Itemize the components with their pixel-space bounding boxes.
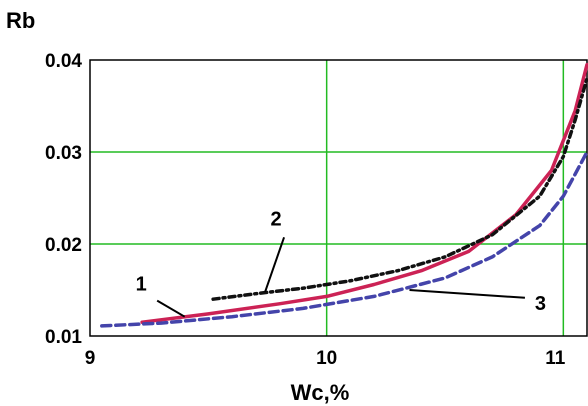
y-tick-label-2: 0.03 [45, 143, 82, 164]
annotation-leader-1 [156, 299, 186, 318]
plot-frame [89, 59, 588, 337]
x-axis-label: Wc,% [291, 380, 350, 405]
y-tick-label-0: 0.01 [45, 327, 82, 348]
annotation-leader-3 [409, 289, 526, 299]
y-axis-label: Rb [6, 8, 35, 33]
ticks-group: 9 10 11 0.01 0.02 0.03 0.04 [45, 51, 566, 369]
y-tick-label-1: 0.02 [45, 235, 82, 256]
annotation-label-3: 3 [535, 293, 546, 315]
x-tick-label-1: 10 [316, 348, 337, 369]
series-1-line [140, 62, 588, 324]
series-3-line [100, 150, 588, 328]
x-tick-label-0: 9 [85, 348, 96, 369]
series-2-line [211, 76, 588, 301]
plot-background [90, 60, 587, 336]
series-group [100, 62, 588, 328]
y-tick-label-3: 0.04 [45, 51, 82, 72]
annotations-group: 1 2 3 [136, 208, 546, 318]
annotation-label-1: 1 [136, 274, 147, 296]
x-tick-label-2: 11 [545, 348, 566, 369]
annotation-leader-2 [264, 236, 286, 293]
annotation-label-2: 2 [271, 208, 282, 230]
